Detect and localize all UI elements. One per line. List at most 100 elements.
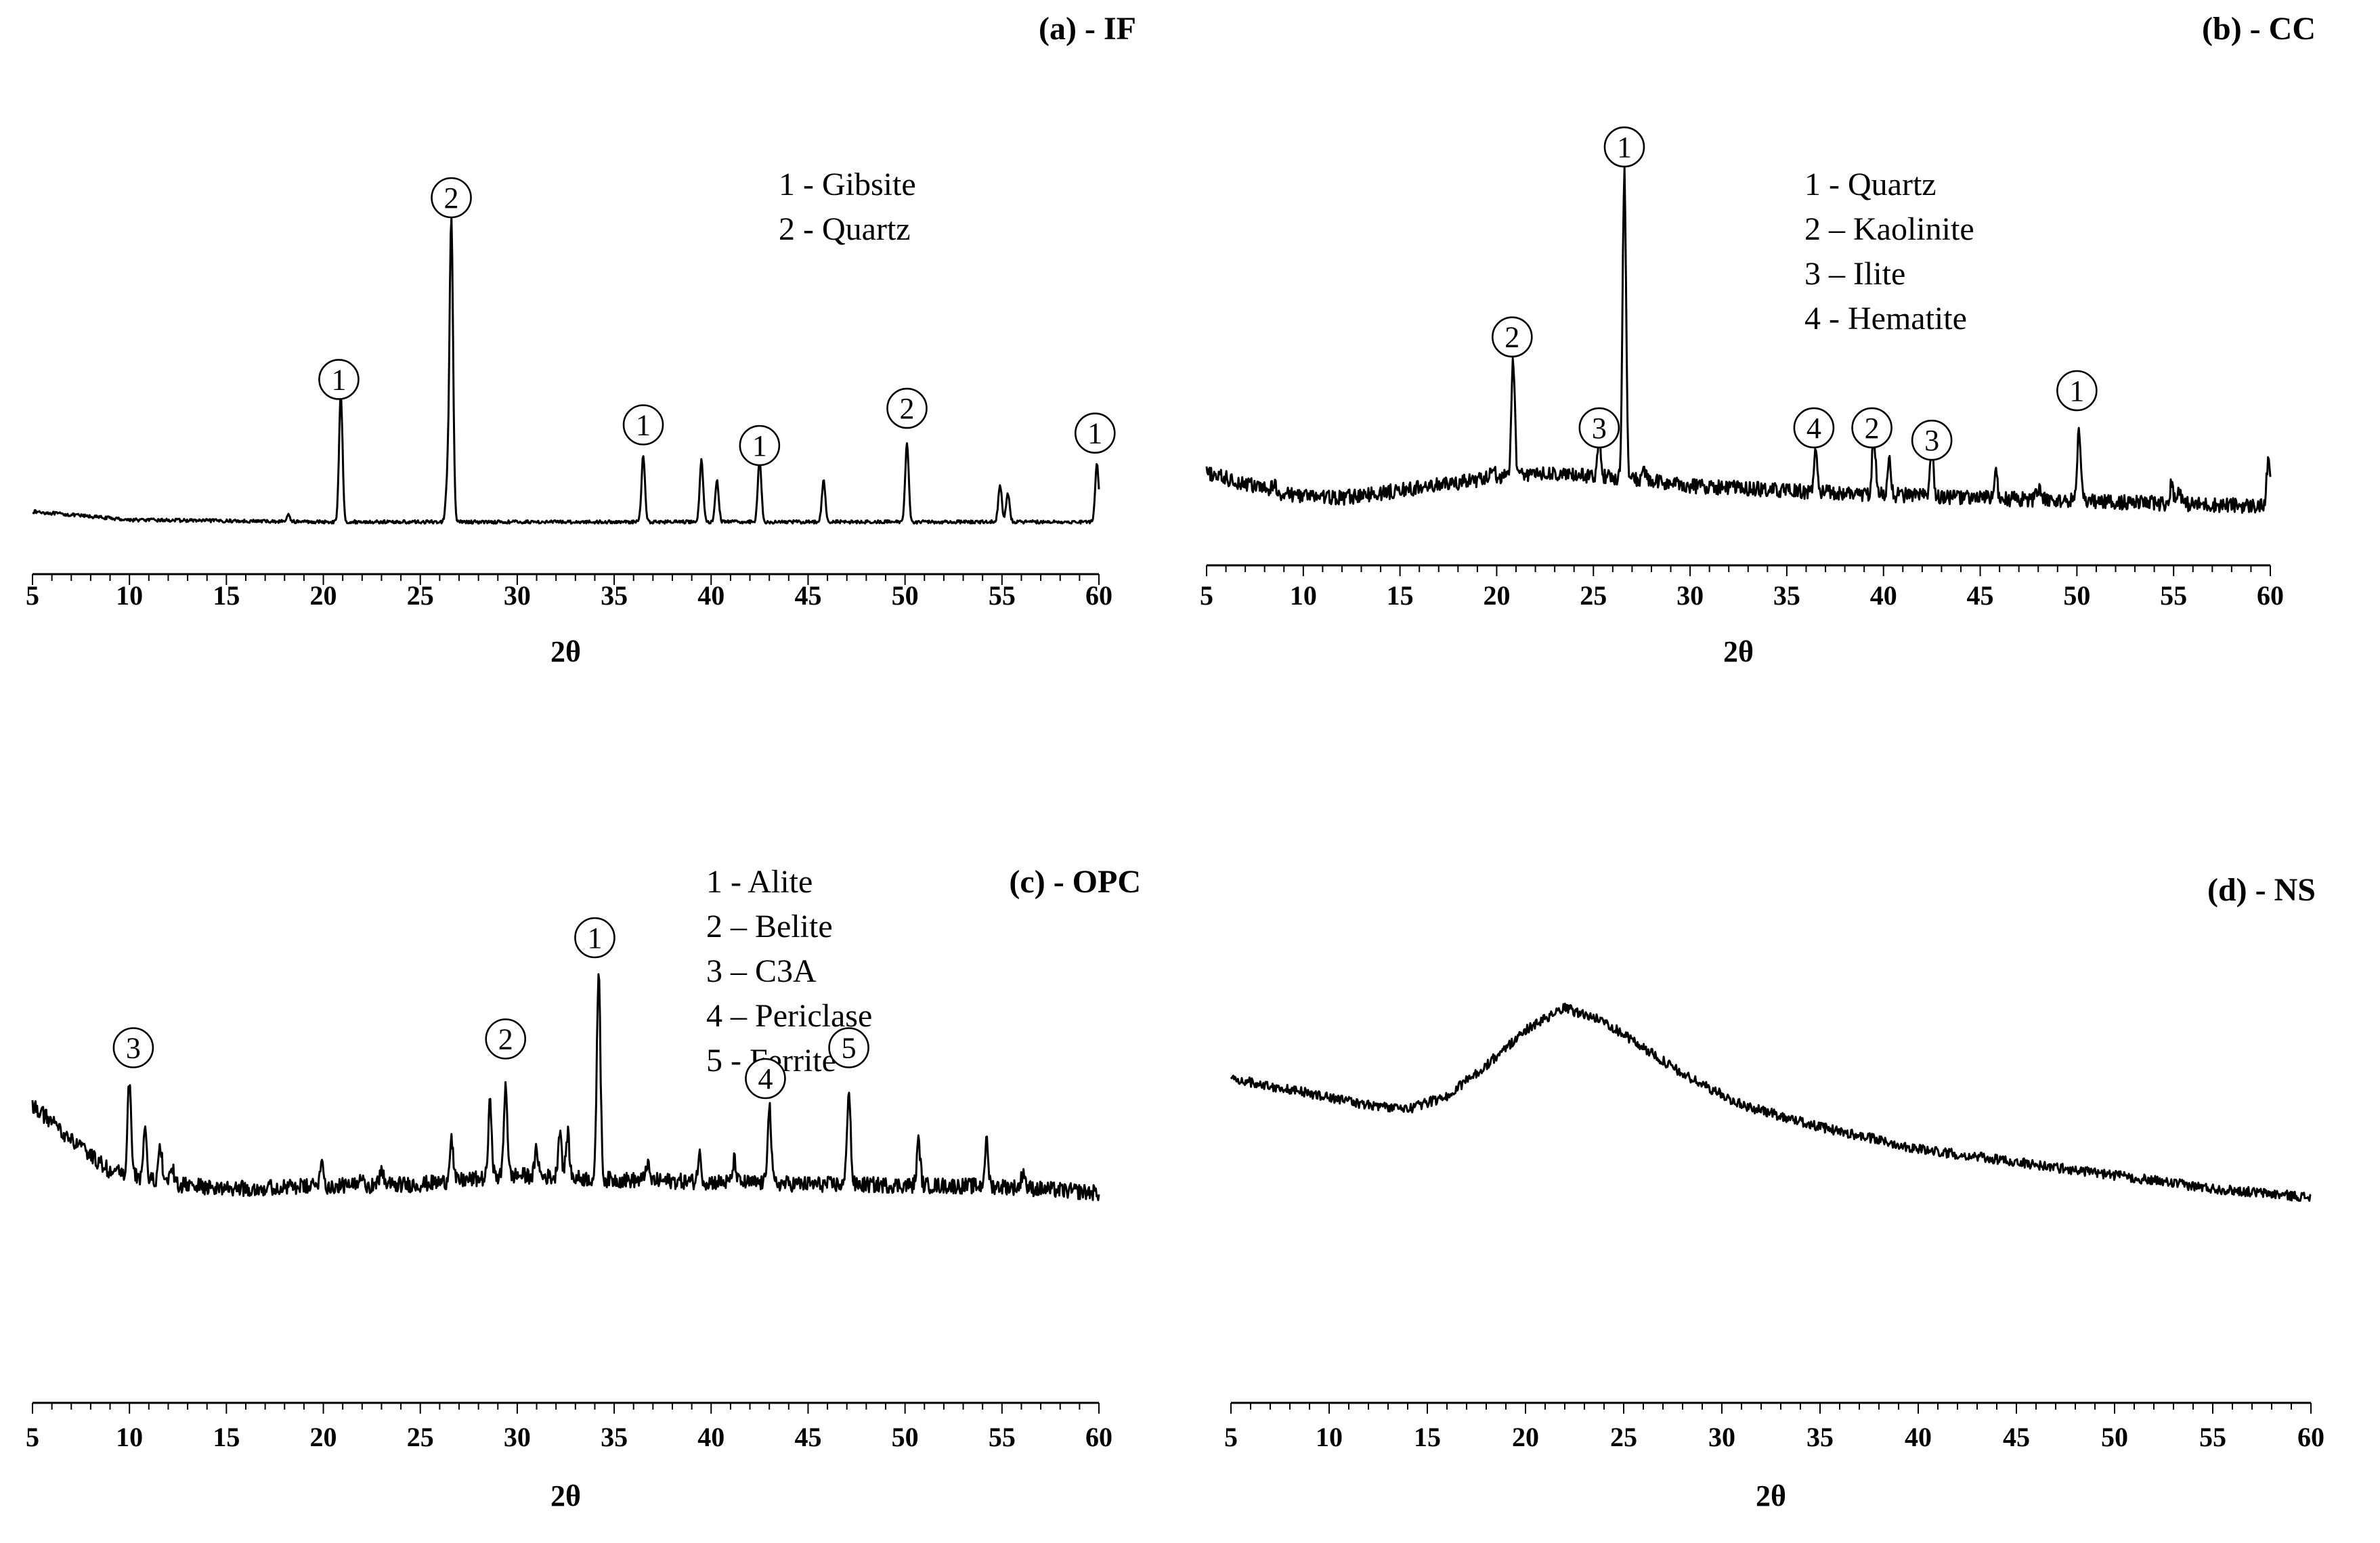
peak-marker-circle [431, 177, 472, 219]
panel-cc: 5 10 15 20 25 30 35 40 45 50 55 60 2θ (b) - CC 1 - Qua… [1200, 11, 2316, 668]
panel-title: (c) - OPC [1009, 864, 1141, 900]
x-tick-label: 10 [1290, 580, 1317, 611]
x-tick-label: 5 [26, 580, 39, 611]
peak-marker: 3 [1578, 407, 1620, 449]
x-axis-title: 2θ [1723, 635, 1754, 668]
peak-marker-circle [1793, 407, 1835, 449]
diffraction-trace [1205, 167, 2272, 514]
x-tick-label: 35 [601, 1422, 628, 1452]
legend-entry: 2 – Kaolinite [1804, 211, 1974, 247]
x-tick-label: 60 [2257, 580, 2284, 611]
peak-marker-circle [574, 917, 615, 959]
x-tick-label: 35 [1773, 580, 1800, 611]
x-tick-label: 45 [794, 580, 821, 611]
x-tick-label: 55 [989, 580, 1016, 611]
x-tick-label: 20 [1512, 1422, 1539, 1452]
x-tick-label: 50 [2063, 580, 2090, 611]
peak-marker-circle [485, 1018, 527, 1060]
peak-marker-circle [2056, 370, 2098, 412]
x-tick-label: 40 [697, 1422, 724, 1452]
x-tick-label: 55 [989, 1422, 1016, 1452]
peak-marker: 1 [1603, 126, 1645, 168]
peak-marker-circle [318, 359, 360, 400]
peak-marker: 1 [2056, 370, 2098, 412]
peak-marker-circle [112, 1027, 154, 1068]
legend-entry: 2 – Belite [706, 909, 833, 944]
x-tick-label: 35 [1806, 1422, 1834, 1452]
x-tick-label: 15 [213, 1422, 240, 1452]
x-tick-label: 25 [1610, 1422, 1637, 1452]
panel-title: (d) - NS [2207, 872, 2316, 908]
peak-marker-label: 1 [1617, 131, 1632, 164]
panel-title: (a) - IF [1039, 11, 1136, 47]
x-tick-label: 20 [1483, 580, 1510, 611]
x-tick-label: 50 [892, 1422, 919, 1452]
panel-title: (b) - CC [2202, 11, 2316, 47]
x-tick-label: 35 [601, 580, 628, 611]
peak-marker-label: 3 [1924, 424, 1939, 457]
legend-entry: 1 - Gibsite [779, 167, 916, 202]
peak-marker: 4 [1793, 407, 1835, 449]
legend-entry: 1 - Quartz [1804, 167, 1937, 202]
peak-marker: 1 [318, 359, 360, 400]
x-tick-label: 30 [1708, 1422, 1735, 1452]
diffraction-trace [32, 217, 1100, 525]
peak-marker-label: 1 [1087, 417, 1102, 450]
x-tick-label: 50 [892, 580, 919, 611]
peak-marker-label: 2 [900, 392, 915, 425]
peak-marker: 2 [431, 177, 472, 219]
peak-marker: 1 [574, 917, 615, 959]
peak-marker-label: 1 [752, 429, 767, 462]
x-tick-label: 25 [407, 1422, 434, 1452]
peak-marker-label: 3 [126, 1032, 141, 1065]
peak-marker: 5 [828, 1027, 869, 1068]
x-tick-label: 45 [794, 1422, 821, 1452]
x-tick-label: 20 [310, 1422, 337, 1452]
x-tick-label: 15 [213, 580, 240, 611]
legend-entry: 2 - Quartz [779, 211, 911, 247]
x-tick-label: 10 [116, 1422, 143, 1452]
x-tick-label: 30 [1676, 580, 1704, 611]
x-tick-label: 40 [697, 580, 724, 611]
peak-marker-label: 1 [636, 409, 651, 442]
x-tick-label: 20 [310, 580, 337, 611]
x-tick-label: 5 [1200, 580, 1213, 611]
x-tick-label: 55 [2160, 580, 2187, 611]
peak-marker: 4 [745, 1058, 786, 1100]
peak-marker-circle [622, 404, 664, 445]
peak-marker-label: 1 [587, 921, 602, 955]
x-tick-label: 15 [1414, 1422, 1441, 1452]
x-tick-label: 45 [1967, 580, 1994, 611]
peak-marker: 2 [886, 387, 928, 429]
x-tick-label: 25 [407, 580, 434, 611]
x-tick-label: 10 [116, 580, 143, 611]
peak-marker: 1 [1074, 412, 1116, 454]
peak-marker: 2 [485, 1018, 527, 1060]
x-tick-label: 40 [1905, 1422, 1932, 1452]
peak-marker-label: 2 [1865, 412, 1880, 445]
x-axis-title: 2θ [550, 1479, 581, 1513]
peak-marker-circle [745, 1058, 786, 1100]
peak-marker-circle [1492, 316, 1533, 358]
legend-entry: 1 - Alite [706, 864, 813, 900]
peak-marker: 1 [739, 425, 781, 466]
peak-marker: 3 [112, 1027, 154, 1068]
peak-marker: 2 [1851, 407, 1892, 449]
legend-entry: 4 - Hematite [1804, 301, 1967, 336]
peak-marker-label: 4 [1806, 412, 1821, 445]
panel-ns: 5 10 15 20 25 30 35 40 45 50 55 60 2θ (d) - NS [1224, 872, 2324, 1513]
peak-marker-circle [1603, 126, 1645, 168]
legend-entry: 3 – C3A [706, 953, 817, 989]
peak-marker: 1 [622, 404, 664, 445]
x-axis-title: 2θ [1756, 1479, 1786, 1513]
x-tick-label: 45 [2003, 1422, 2030, 1452]
x-tick-label: 40 [1870, 580, 1897, 611]
peak-marker-label: 1 [331, 363, 346, 396]
peak-marker-circle [1074, 412, 1116, 454]
peak-marker-label: 3 [1592, 412, 1607, 445]
peak-marker-circle [828, 1027, 869, 1068]
peak-marker-label: 2 [498, 1023, 513, 1056]
peak-marker-circle [739, 425, 781, 466]
peak-marker-label: 1 [2069, 374, 2084, 408]
